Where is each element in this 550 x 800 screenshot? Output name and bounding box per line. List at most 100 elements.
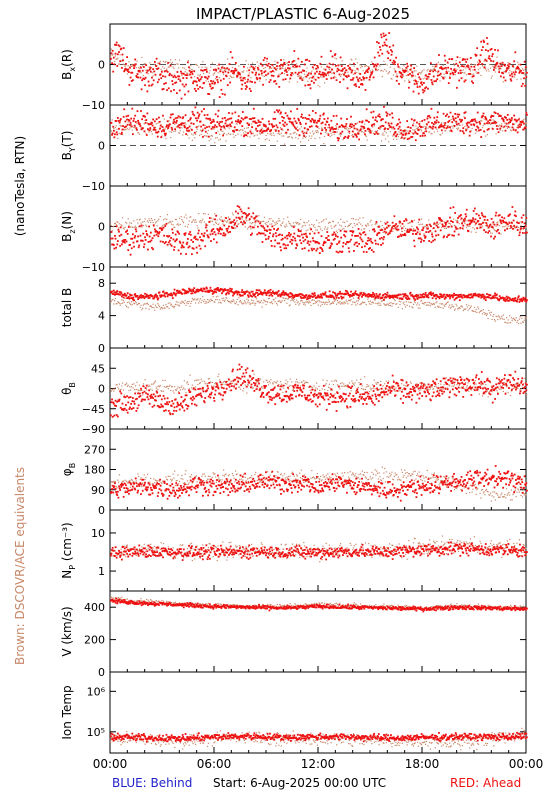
ahead-point-bz-575 (442, 236, 445, 239)
ahead-point-btot-535 (419, 293, 422, 296)
ace-point-bx-151 (231, 76, 233, 79)
ahead-point-by-317 (293, 117, 296, 120)
ace-point-bz-247 (307, 220, 310, 222)
ace-point-bz-322 (368, 224, 370, 226)
ahead-point-bx-74 (152, 79, 155, 82)
ahead-point-by-350 (312, 119, 315, 122)
ace-point-bx-275 (330, 70, 332, 72)
ace-point-btot-26 (130, 301, 133, 303)
ace-point-bz-385 (418, 223, 420, 226)
ahead-point-bx-110 (173, 74, 176, 77)
ahead-point-bx-669 (497, 49, 499, 52)
ace-point-btot-230 (294, 301, 296, 303)
ace-point-btot-109 (197, 298, 199, 300)
ace-point-bx-47 (147, 73, 149, 75)
ace-point-bx-289 (341, 60, 343, 62)
ahead-point-btot-84 (158, 291, 161, 294)
ahead-point-bx-488 (392, 44, 395, 47)
ace-point-bx-408 (437, 72, 439, 74)
ahead-point-bx-518 (409, 68, 412, 71)
ace-point-btot-374 (409, 301, 411, 304)
ace-point-by-205 (274, 128, 276, 131)
ace-point-btot-519 (526, 316, 528, 318)
ahead-point-btot-103 (169, 294, 172, 297)
ace-point-btot-407 (436, 301, 438, 303)
ace-point-by-454 (473, 125, 476, 127)
ace-point-btot-168 (244, 301, 246, 303)
ace-point-btot-30 (134, 303, 136, 305)
ahead-point-btot-110 (173, 288, 176, 291)
ahead-point-bz-88 (160, 229, 163, 232)
ahead-point-bz-34 (129, 253, 132, 256)
ace-point-bz-273 (328, 221, 331, 223)
ahead-point-bz-678 (502, 219, 505, 222)
ahead-point-bx-577 (443, 54, 446, 57)
ahead-point-bz-68 (149, 240, 152, 243)
ahead-point-by-555 (431, 121, 433, 124)
ahead-point-by-645 (483, 130, 485, 133)
ace-point-btot-385 (418, 304, 420, 306)
ahead-point-bz-657 (490, 235, 492, 238)
ace-point-bz-404 (433, 223, 436, 226)
ahead-point-bz-550 (428, 240, 431, 242)
ahead-point-bz-652 (487, 231, 490, 234)
ahead-point-by-520 (410, 118, 413, 121)
ace-point-bz-183 (256, 219, 258, 221)
ahead-point-by-328 (299, 123, 302, 126)
ahead-point-by-560 (434, 121, 436, 123)
ahead-point-btot-398 (340, 295, 343, 298)
ahead-point-bz-220 (237, 212, 240, 215)
ahead-point-bx-426 (356, 67, 359, 70)
ace-point-btot-302 (352, 301, 354, 303)
ahead-point-btot-572 (440, 296, 443, 299)
ahead-point-btot-422 (354, 292, 356, 295)
ahead-point-bz-636 (477, 214, 480, 217)
ahead-point-by-379 (329, 129, 332, 132)
ace-point-btot-184 (257, 300, 259, 302)
ahead-point-by-141 (191, 110, 194, 113)
ahead-point-by-433 (360, 125, 363, 128)
ahead-point-bx-546 (425, 78, 428, 80)
ace-point-btot-261 (319, 301, 321, 303)
ahead-point-bx-306 (287, 67, 289, 69)
ace-point-bx-243 (304, 75, 306, 78)
ahead-point-by-29 (126, 123, 129, 126)
ahead-point-by-643 (482, 115, 484, 117)
ahead-point-bx-20 (121, 53, 124, 56)
ahead-point-bx-245 (251, 71, 254, 74)
ahead-point-bz-364 (320, 235, 323, 238)
ahead-point-by-118 (178, 124, 181, 126)
ahead-point-bx-390 (335, 79, 338, 81)
ace-point-bz-59 (157, 220, 159, 222)
ace-point-bx-423 (449, 75, 451, 77)
ace-point-btot-505 (514, 319, 516, 321)
ahead-point-bz-125 (182, 241, 185, 244)
ace-point-bz-307 (356, 223, 358, 225)
ahead-point-bx-207 (229, 51, 232, 53)
ahead-point-bx-348 (311, 76, 314, 79)
ahead-point-bx-227 (241, 83, 244, 86)
ahead-point-bz-25 (124, 238, 127, 241)
ahead-point-bx-465 (379, 46, 381, 48)
ace-point-bx-176 (251, 71, 253, 73)
ace-point-bz-178 (252, 217, 254, 219)
ahead-point-bx-408 (346, 76, 348, 78)
ahead-point-btot-410 (347, 292, 350, 295)
ace-point-btot-515 (522, 321, 524, 323)
ace-point-bz-296 (347, 226, 349, 228)
ahead-point-bx-608 (461, 59, 464, 61)
ace-point-by-420 (446, 125, 448, 127)
ahead-point-by-11 (116, 133, 119, 136)
ahead-point-by-39 (132, 120, 135, 122)
ahead-point-by-685 (506, 118, 509, 121)
ahead-point-bz-81 (156, 231, 159, 234)
ace-point-btot-493 (505, 321, 507, 324)
ace-point-bz-402 (432, 228, 434, 230)
ahead-point-bz-595 (454, 212, 457, 214)
ahead-point-bz-666 (495, 211, 498, 214)
ahead-point-bz-242 (250, 234, 252, 236)
ace-point-by-44 (145, 132, 147, 134)
ahead-point-btot-32 (128, 297, 131, 300)
ahead-point-btot-390 (335, 296, 338, 299)
ahead-point-bx-316 (292, 59, 295, 62)
